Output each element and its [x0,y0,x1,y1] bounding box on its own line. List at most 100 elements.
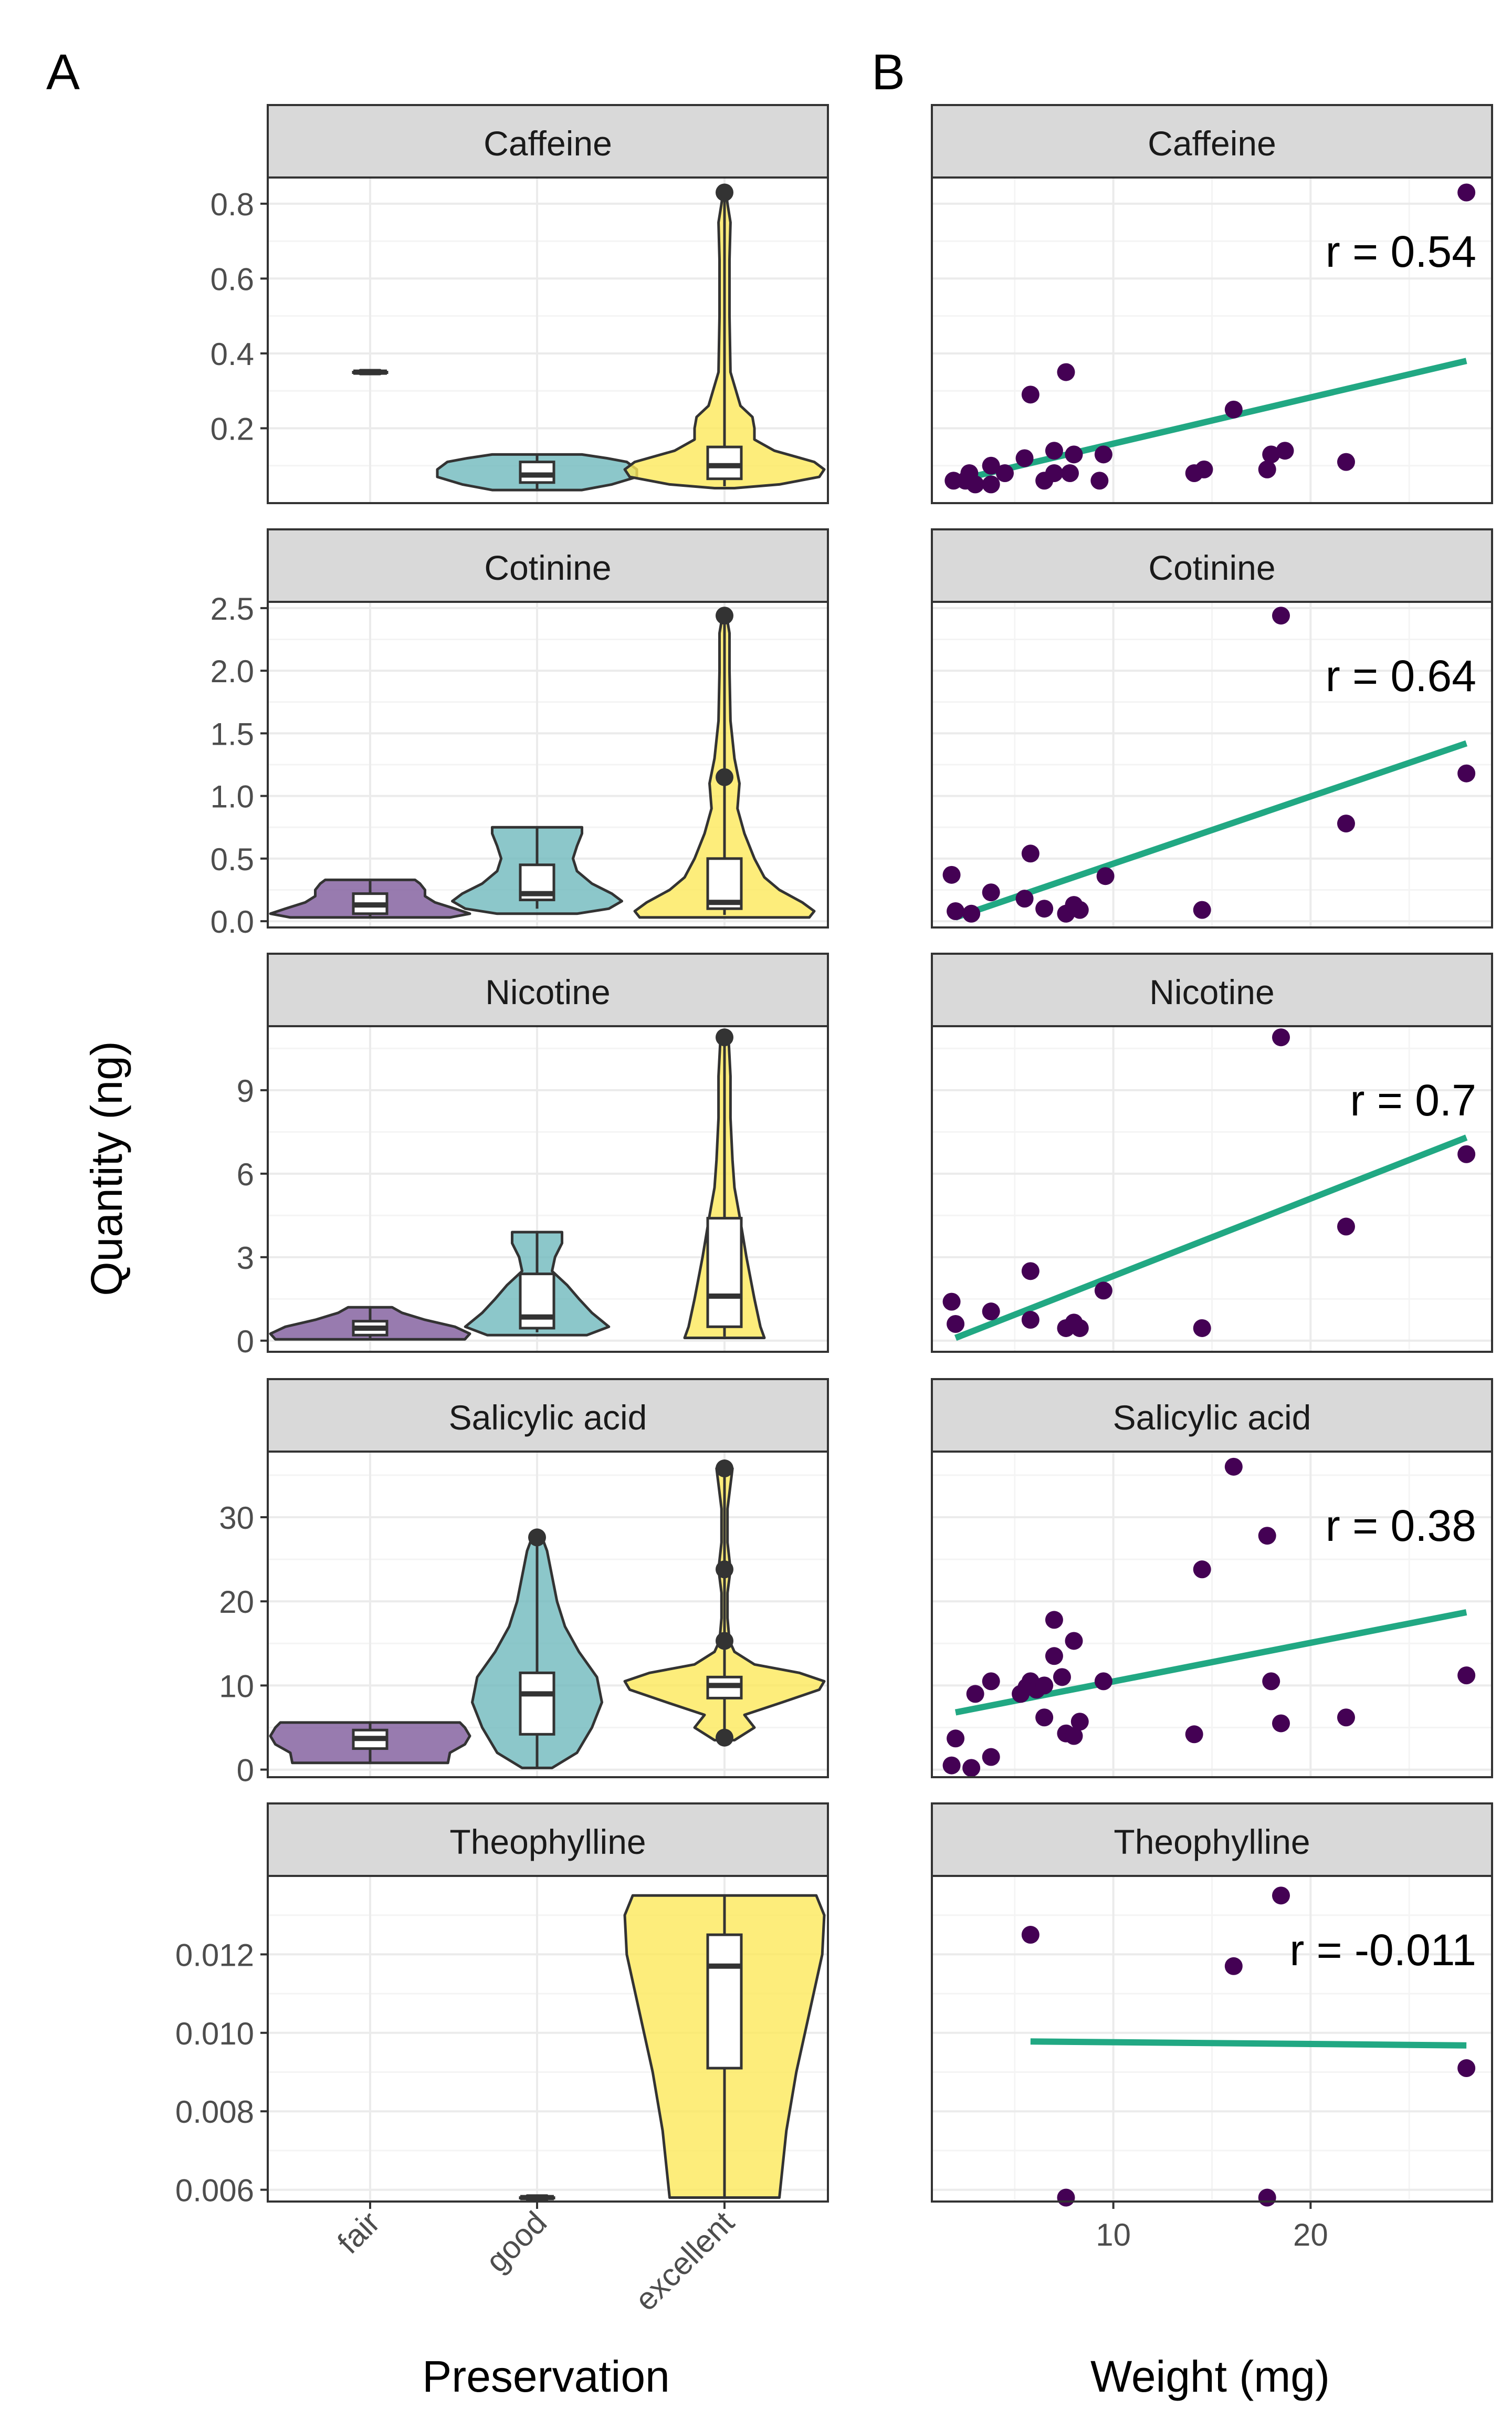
facet-strip [931,104,1493,179]
facet-theophylline-scatter: r = -0.011 Theophylline 10 20 [931,1802,1493,2252]
box-excellent [706,1217,743,1328]
data-point [1070,1713,1089,1731]
data-point [1021,1926,1040,1944]
y-tick-label: 2.5 [211,591,254,627]
outlier-point [716,1728,733,1747]
data-point [1258,1527,1276,1545]
data-point [982,1302,1000,1321]
facet-strip [267,528,829,603]
data-point [1057,363,1075,381]
violin-group-good [519,2194,555,2201]
y-tick-label: 0.008 [175,2094,254,2130]
data-point [982,475,1000,494]
y-tick-label: 0.2 [211,411,254,446]
data-point [1090,472,1109,490]
data-point [1457,2059,1476,2078]
facet-caffeine-violin: 0.2 0.4 0.6 0.8 Caffeine [211,104,829,504]
facet-caffeine-scatter: r = 0.54 Caffeine [931,104,1493,504]
violin-group-good [471,1528,603,1769]
violin-group-good [464,1230,611,1337]
data-point [1258,2188,1276,2207]
data-point [1045,1647,1063,1665]
data-point [1094,1672,1112,1691]
violin-group-fair [269,1306,471,1341]
data-point [1065,445,1083,464]
violin-group-good [436,453,638,492]
violin-group-excellent [623,183,826,489]
correlation-annotation: r = 0.38 [1326,1501,1476,1550]
y-axis-title: Quantity (ng) [82,1041,131,1296]
y-tick-label: 0 [237,1324,254,1359]
facet-strip-label: Nicotine [1149,973,1274,1011]
box-good [519,1671,555,1736]
facet-strip [931,528,1493,603]
data-point [1035,1708,1054,1727]
facet-nicotine-scatter: r = 0.7 Nicotine [931,953,1493,1353]
data-point [1096,867,1115,885]
violin-group-excellent [683,1028,766,1339]
data-point [1337,453,1355,471]
facet-strip [267,1802,829,1877]
data-point [942,1292,961,1311]
facet-strip-label: Theophylline [1114,1822,1310,1861]
facet-strip-label: Nicotine [485,973,610,1011]
regression-line [954,1134,1468,1341]
violin-group-fair [352,369,388,375]
y-tick-label: 0.012 [175,1937,254,1973]
data-point [1337,1708,1355,1727]
facet-cotinine-scatter: r = 0.64 Cotinine [931,528,1493,929]
data-point [1224,1457,1243,1476]
data-point [1457,764,1476,783]
x-tick-label: 20 [1293,2217,1328,2252]
data-point [947,1729,965,1748]
x-tick-label: 10 [1096,2217,1131,2252]
regression-line [954,358,1467,484]
facet-strip [267,1378,829,1453]
correlation-annotation: r = -0.011 [1289,1925,1476,1975]
data-point [1015,890,1034,908]
outlier-point [528,1528,546,1547]
facet-salicylic-acid-violin: 0 10 20 30 Salicylic acid [219,1378,829,1788]
data-point [1015,449,1034,467]
x-axis-title-weight: Weight (mg) [1090,2352,1330,2401]
data-point [1070,901,1089,919]
outlier-point [716,1560,733,1579]
outlier-point [716,768,733,786]
data-point [1262,1672,1280,1691]
data-point [1457,1666,1476,1685]
data-point [1193,1560,1211,1579]
data-point [1035,900,1054,918]
data-point [947,1315,965,1333]
data-point [1065,1727,1083,1745]
data-point [947,902,965,920]
facet-strip [931,1802,1493,1877]
y-tick-label: 1.0 [211,779,254,815]
data-point [1045,442,1063,460]
scatter-panel-b: r = 0.54 Caffeine r = 0.64 Cotinine r = 0.7 N… [931,104,1493,2252]
y-tick-label: 0.006 [175,2173,254,2208]
violin-group-fair [269,1721,471,1765]
data-point [1021,1262,1040,1280]
box-good [519,1272,555,1330]
y-tick-label: 6 [237,1157,254,1192]
outlier-point [716,183,733,202]
y-tick-label: 10 [219,1668,254,1704]
violin-group-excellent [623,1894,826,2199]
data-point [1337,815,1355,833]
outlier-point [716,1459,733,1478]
data-point [1457,1145,1476,1163]
data-point [1272,1886,1290,1905]
data-point [1057,2188,1075,2207]
facet-salicylic-acid-scatter: r = 0.38 Salicylic acid [931,1378,1493,1778]
data-point [1045,464,1063,482]
box-good [519,461,555,484]
facet-strip-label: Caffeine [484,124,612,163]
y-tick-label: 0.5 [211,842,254,877]
facet-strip-label: Salicylic acid [1113,1398,1311,1437]
facet-strip-label: Theophylline [449,1822,646,1861]
data-point [1094,445,1112,464]
regression-line [954,740,1468,921]
data-point [1065,1632,1083,1650]
y-tick-label: 20 [219,1584,254,1620]
